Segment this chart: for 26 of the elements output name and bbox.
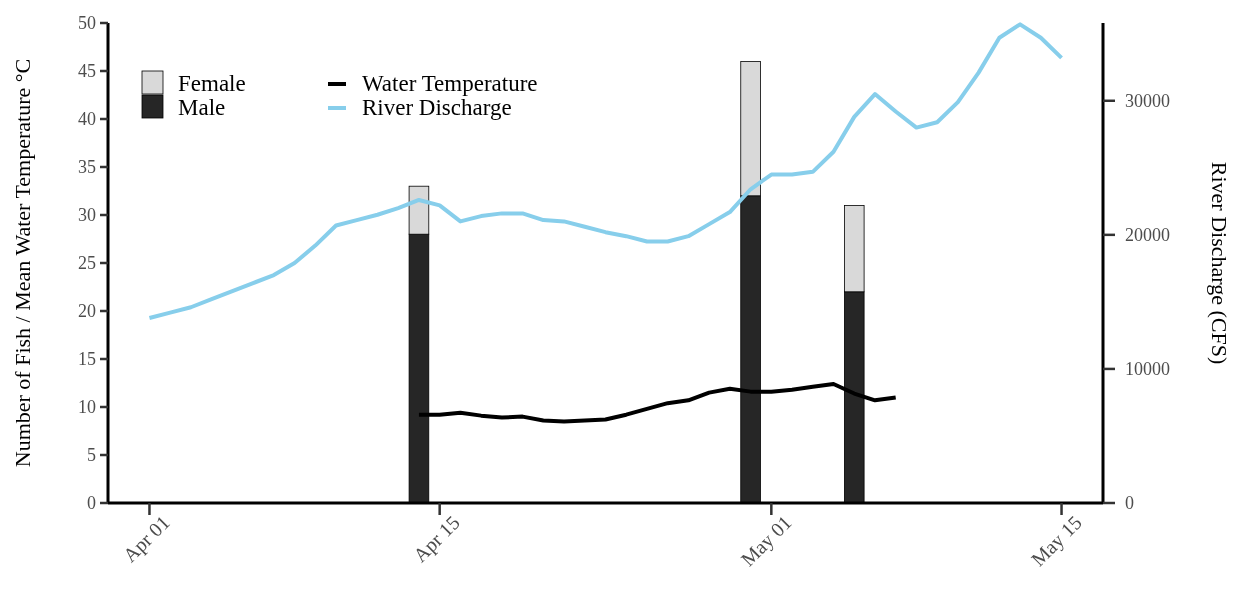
legend-label: River Discharge — [362, 95, 512, 120]
y2-tick-label: 20000 — [1125, 224, 1170, 245]
y-tick-label: 30 — [78, 205, 96, 225]
y-axis-title: Number of Fish / Mean Water Temperature °C — [10, 58, 35, 468]
x-tick-label: Apr 15 — [408, 511, 465, 568]
y-tick-label: 35 — [78, 157, 96, 177]
y2-tick-label: 30000 — [1125, 90, 1170, 111]
y-tick-label: 50 — [78, 13, 96, 33]
legend-label: Female — [178, 71, 246, 96]
y-tick-label: 40 — [78, 109, 96, 129]
y-tick-label: 0 — [87, 493, 96, 513]
y-tick-label: 5 — [87, 445, 96, 465]
y-tick-label: 10 — [78, 397, 96, 417]
x-tick-label: Apr 01 — [118, 511, 175, 568]
x-tick-label: May 01 — [736, 511, 797, 572]
y2-tick-label: 0 — [1125, 493, 1134, 513]
y-tick-label: 15 — [78, 349, 96, 369]
y-tick-label: 25 — [78, 253, 96, 273]
y2-tick-label: 10000 — [1125, 358, 1170, 379]
line-series — [147, 22, 1064, 320]
y-tick-label: 20 — [78, 301, 96, 321]
legend-label: Water Temperature — [362, 71, 538, 96]
y2-axis-title: River Discharge (CFS) — [1207, 161, 1232, 365]
legend-label: Male — [178, 95, 226, 120]
y-tick-label: 45 — [78, 61, 96, 81]
x-tick-label: May 15 — [1026, 511, 1087, 572]
